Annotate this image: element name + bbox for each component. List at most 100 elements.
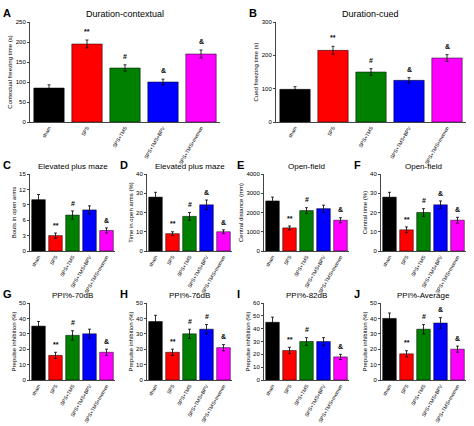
svg-text:H: H [120, 288, 128, 300]
svg-text:SPS: SPS [165, 383, 176, 395]
svg-text:SPS: SPS [282, 254, 293, 266]
svg-text:SPS+TMS+memen: SPS+TMS+memen [200, 383, 227, 423]
svg-text:SPS+TMS+BPV: SPS+TMS+BPV [69, 383, 93, 418]
svg-text:6: 6 [22, 217, 26, 223]
svg-text:Prepulse inhibition (%): Prepulse inhibition (%) [11, 311, 17, 371]
svg-text:&: & [338, 343, 343, 350]
svg-text:0: 0 [256, 377, 260, 383]
svg-text:**: ** [170, 338, 176, 345]
svg-text:E: E [237, 159, 244, 171]
svg-text:&: & [438, 190, 443, 197]
svg-text:200: 200 [16, 39, 27, 45]
svg-text:&: & [407, 66, 412, 73]
svg-text:D: D [120, 159, 128, 171]
svg-text:**: ** [287, 336, 293, 343]
svg-text:0: 0 [268, 119, 272, 125]
svg-text:SPS+TMS+BPV: SPS+TMS+BPV [69, 254, 93, 289]
svg-text:Elevated plus maze: Elevated plus maze [38, 162, 108, 171]
svg-text:sham: sham [30, 254, 41, 268]
svg-text:30: 30 [19, 331, 26, 337]
svg-text:50: 50 [253, 313, 260, 319]
svg-text:0: 0 [373, 377, 377, 383]
svg-text:&: & [199, 38, 204, 45]
svg-text:#: # [71, 319, 75, 326]
svg-text:F: F [354, 159, 361, 171]
svg-text:40: 40 [136, 316, 143, 322]
svg-text:SPS+TMS: SPS+TMS [176, 254, 193, 278]
svg-text:3: 3 [22, 233, 26, 239]
svg-text:**: ** [404, 216, 410, 223]
svg-text:sham: sham [264, 254, 275, 268]
svg-text:150: 150 [16, 59, 27, 65]
svg-text:&: & [104, 217, 109, 224]
svg-text:30: 30 [370, 331, 377, 337]
svg-text:A: A [3, 7, 11, 19]
svg-text:PPI%-Average: PPI%-Average [397, 291, 450, 300]
svg-text:sham: sham [147, 383, 158, 397]
svg-text:30: 30 [136, 331, 143, 337]
svg-text:SPS+TMS+memen: SPS+TMS+memen [423, 125, 450, 165]
svg-text:J: J [354, 288, 360, 300]
svg-text:#: # [123, 53, 127, 60]
svg-text:C: C [3, 159, 11, 171]
svg-text:&: & [104, 338, 109, 345]
svg-text:40: 40 [136, 171, 143, 177]
svg-text:sham: sham [287, 125, 298, 139]
svg-text:200: 200 [262, 52, 273, 58]
svg-text:PPI%-76dB: PPI%-76dB [169, 291, 210, 300]
svg-text:SPS+TMS: SPS+TMS [293, 383, 310, 407]
svg-text:SPS+TMS+memen: SPS+TMS+memen [200, 254, 227, 294]
svg-text:#: # [305, 196, 309, 203]
svg-text:Prepulse inhibition (%): Prepulse inhibition (%) [128, 311, 134, 371]
svg-text:**: ** [170, 220, 176, 227]
svg-text:&: & [455, 335, 460, 342]
svg-text:SPS+TMS: SPS+TMS [59, 254, 76, 278]
svg-text:Duration-contextual: Duration-contextual [86, 9, 164, 19]
svg-text:SPS+TMS+BPV: SPS+TMS+BPV [420, 383, 444, 418]
svg-text:Central time (%): Central time (%) [362, 191, 368, 234]
svg-text:&: & [338, 206, 343, 213]
svg-text:100: 100 [16, 79, 27, 85]
svg-text:SPS+TMS+BPV: SPS+TMS+BPV [303, 383, 327, 418]
svg-text:20: 20 [19, 346, 26, 352]
svg-text:Cued freezing time (s): Cued freezing time (s) [253, 42, 259, 101]
svg-text:40: 40 [253, 326, 260, 332]
svg-text:Bouts in open arms: Bouts in open arms [11, 187, 17, 239]
svg-text:30: 30 [136, 190, 143, 196]
svg-text:SPS+TMS+BPV: SPS+TMS+BPV [143, 125, 167, 160]
svg-text:#: # [188, 201, 192, 208]
svg-text:9: 9 [22, 202, 26, 208]
svg-text:#: # [305, 326, 309, 333]
svg-text:50: 50 [19, 99, 26, 105]
svg-text:SPS+TMS+BPV: SPS+TMS+BPV [186, 254, 210, 289]
svg-text:20: 20 [253, 351, 260, 357]
svg-text:0: 0 [139, 377, 143, 383]
svg-text:40: 40 [19, 316, 26, 322]
svg-text:SPS+TMS+memen: SPS+TMS+memen [177, 125, 204, 165]
svg-text:30: 30 [253, 339, 260, 345]
svg-text:&: & [455, 206, 460, 213]
svg-text:20: 20 [136, 346, 143, 352]
svg-text:0: 0 [373, 248, 377, 254]
svg-text:Central distance (mm): Central distance (mm) [238, 183, 244, 242]
svg-text:&: & [221, 333, 226, 340]
svg-text:G: G [3, 288, 12, 300]
svg-text:3000: 3000 [246, 190, 260, 196]
svg-text:50: 50 [370, 300, 377, 306]
svg-text:&: & [445, 43, 450, 50]
svg-text:SPS: SPS [282, 383, 293, 395]
svg-text:**: ** [330, 34, 336, 41]
svg-text:&: & [438, 306, 443, 313]
svg-text:#: # [205, 313, 209, 320]
svg-text:SPS: SPS [48, 383, 59, 395]
svg-text:30: 30 [370, 190, 377, 196]
svg-text:I: I [237, 288, 240, 300]
svg-text:SPS: SPS [165, 254, 176, 266]
svg-text:60: 60 [253, 300, 260, 306]
svg-text:sham: sham [381, 383, 392, 397]
svg-text:20: 20 [370, 210, 377, 216]
svg-text:SPS+TMS: SPS+TMS [293, 254, 310, 278]
svg-text:0: 0 [22, 377, 26, 383]
svg-text:SPS+TMS: SPS+TMS [59, 383, 76, 407]
svg-text:10: 10 [136, 362, 143, 368]
